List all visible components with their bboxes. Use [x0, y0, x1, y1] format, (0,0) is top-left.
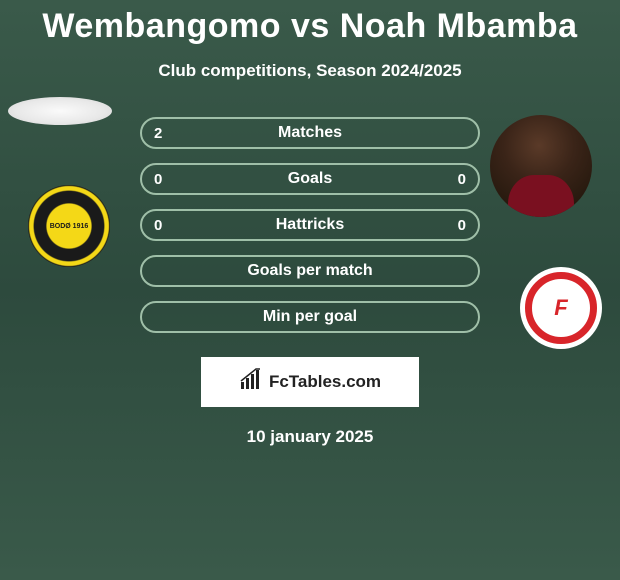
player-photo-right	[490, 115, 592, 217]
stat-row-goals: 0 Goals 0	[140, 163, 480, 195]
club-logo-right: F	[520, 267, 602, 349]
stat-label: Min per goal	[263, 308, 357, 326]
stat-label: Goals per match	[247, 262, 372, 280]
stat-left-value: 2	[154, 125, 162, 142]
page-title: Wembangomo vs Noah Mbamba	[42, 8, 577, 45]
bar-chart-icon	[239, 368, 263, 397]
stat-row-goals-per-match: Goals per match	[140, 255, 480, 287]
stat-row-min-per-goal: Min per goal	[140, 301, 480, 333]
club-logo-right-ring: F	[525, 272, 597, 344]
club-logo-left-label: BODØ 1916	[50, 223, 89, 230]
stat-label: Goals	[288, 170, 332, 188]
stats-area: BODØ 1916 F 2 Matches 0 Goals 0 0 Hattri…	[0, 117, 620, 447]
stat-row-matches: 2 Matches	[140, 117, 480, 149]
branding-badge[interactable]: FcTables.com	[201, 357, 419, 407]
stat-label: Matches	[278, 124, 342, 142]
stat-left-value: 0	[154, 217, 162, 234]
club-logo-right-label: F	[554, 295, 567, 321]
club-logo-left: BODØ 1916	[28, 185, 110, 267]
date-label: 10 january 2025	[0, 427, 620, 447]
subtitle: Club competitions, Season 2024/2025	[158, 61, 461, 81]
comparison-card: Wembangomo vs Noah Mbamba Club competiti…	[0, 0, 620, 447]
stat-left-value: 0	[154, 171, 162, 188]
branding-text: FcTables.com	[269, 372, 381, 392]
player-photo-left	[8, 97, 112, 125]
stat-label: Hattricks	[276, 216, 344, 234]
stat-right-value: 0	[458, 217, 466, 234]
stat-row-hattricks: 0 Hattricks 0	[140, 209, 480, 241]
stat-rows: 2 Matches 0 Goals 0 0 Hattricks 0 Goals …	[140, 117, 480, 333]
stat-right-value: 0	[458, 171, 466, 188]
